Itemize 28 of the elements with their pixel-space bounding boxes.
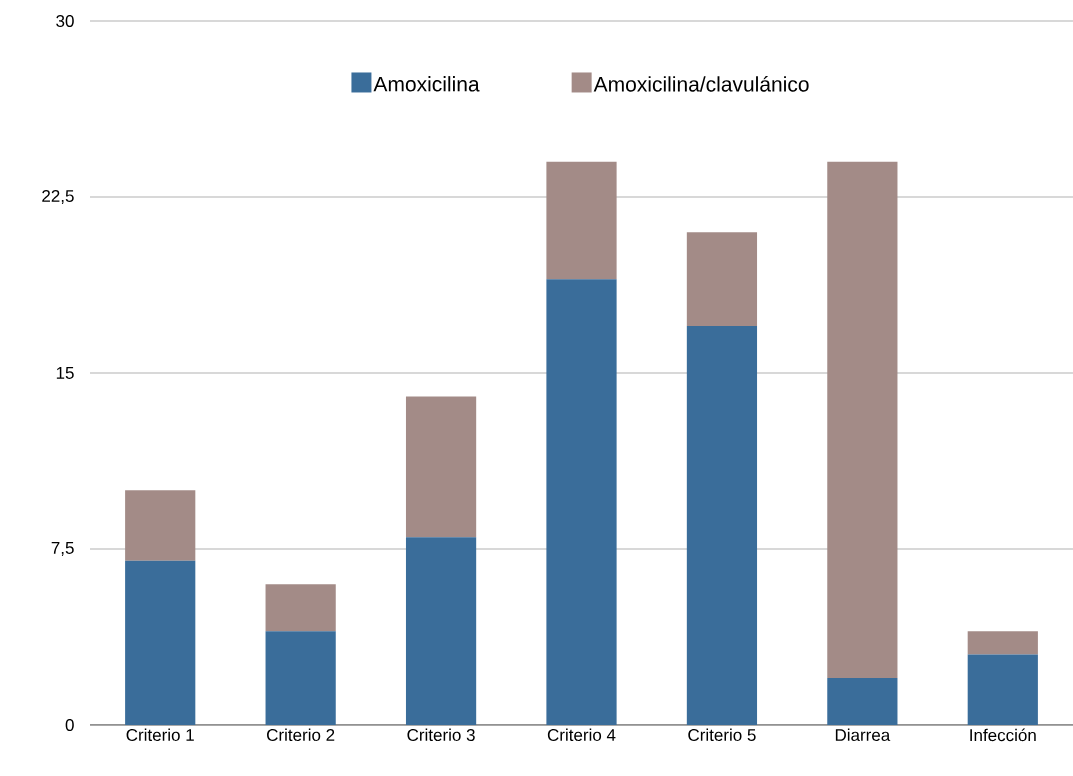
bar xyxy=(546,279,617,725)
y-tick-label: 0 xyxy=(65,718,74,732)
bar xyxy=(405,396,477,538)
y-tick-label: 30 xyxy=(56,14,74,28)
x-tick-label: Criterio 5 xyxy=(688,728,756,742)
bar xyxy=(686,232,758,327)
bar xyxy=(546,161,617,280)
bar xyxy=(125,560,196,725)
legend-label: Amoxicilina/clavulánico xyxy=(593,75,809,92)
bar xyxy=(265,584,336,632)
x-tick-label: Criterio 1 xyxy=(126,728,194,742)
y-tick-label: 7,5 xyxy=(51,542,74,556)
y-tick-label: 22,5 xyxy=(42,189,74,205)
legend-label: Amoxicilina xyxy=(373,76,480,92)
x-tick-label: Criterio 4 xyxy=(547,728,616,742)
bar xyxy=(686,326,758,725)
bar xyxy=(967,631,1038,655)
bar xyxy=(827,161,898,679)
x-tick-label: Diarrea xyxy=(835,728,891,742)
x-tick-label: Infección xyxy=(970,728,1036,742)
y-tick-label: 15 xyxy=(56,367,74,379)
bar xyxy=(405,537,477,725)
x-tick-label: Criterio 3 xyxy=(407,728,475,742)
bar xyxy=(265,631,336,725)
x-tick-label: Criterio 2 xyxy=(267,728,335,742)
bar xyxy=(125,490,196,561)
bar xyxy=(827,678,898,725)
bar xyxy=(967,654,1038,725)
